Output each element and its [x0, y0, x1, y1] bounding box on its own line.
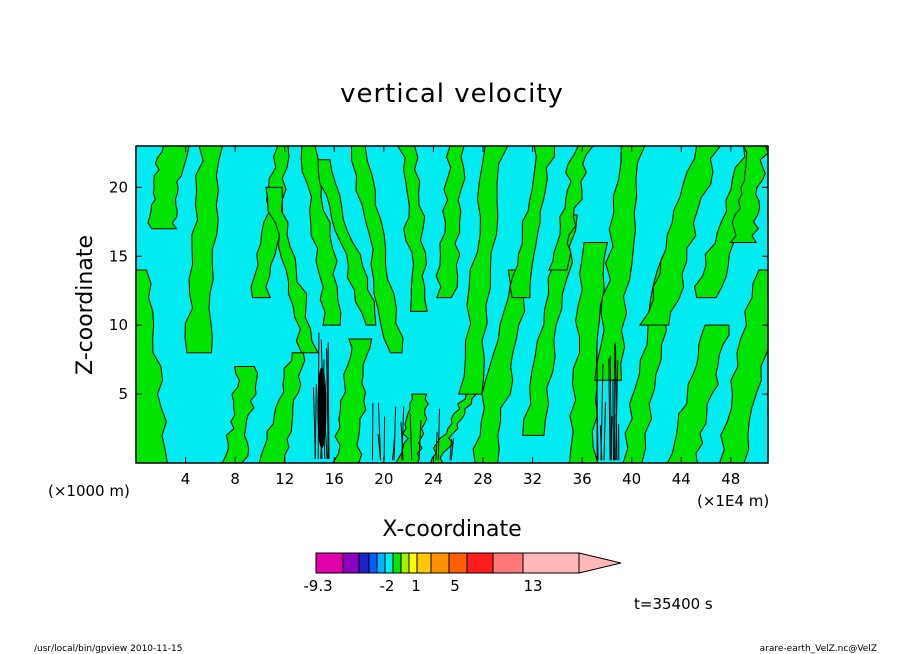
- x-scale-label: (×1E4 m): [697, 492, 769, 510]
- colorbar-extend-arrow: [578, 552, 622, 574]
- colorbar-swatch: [376, 552, 386, 574]
- y-tick-label: 10: [109, 316, 128, 334]
- positive-contour-region: [136, 269, 168, 463]
- positive-contour-region: [300, 146, 342, 326]
- colorbar-swatch: [384, 552, 394, 574]
- y-tick-label: 15: [109, 247, 128, 265]
- y-axis: 5 10 15 20: [109, 178, 768, 403]
- cell-contour: [314, 383, 317, 459]
- positive-contour-region: [729, 146, 768, 243]
- cell-contour: [596, 381, 599, 461]
- colorbar-swatch: [315, 552, 344, 574]
- colorbar-swatch: [430, 552, 450, 574]
- y-tick-label: 20: [109, 178, 128, 196]
- cell-contour: [613, 413, 616, 461]
- cell-contour: [450, 437, 454, 461]
- cell-contour: [377, 402, 382, 461]
- colorbar-label: -9.3: [303, 577, 332, 595]
- x-tick-label: 16: [325, 470, 344, 488]
- positive-contour-region: [569, 241, 609, 463]
- positive-contour-region: [221, 366, 258, 463]
- x-tick-label: 4: [181, 470, 191, 488]
- cell-contour: [608, 358, 611, 461]
- cell-contour: [409, 413, 413, 461]
- positive-contour-region: [265, 186, 319, 354]
- colorbar-swatch: [408, 552, 418, 574]
- x-tick-label: 48: [721, 470, 740, 488]
- colorbar-swatch: [392, 552, 402, 574]
- positive-contour-region: [147, 146, 190, 230]
- colorbar-swatch: [358, 552, 370, 574]
- colorbar-swatch: [416, 552, 432, 574]
- positive-contour-region: [638, 146, 722, 326]
- cell-contour: [449, 438, 453, 461]
- cell-contour: [610, 416, 613, 461]
- colorbar-labels: -9.3 -2 1 5 13: [303, 577, 542, 595]
- positive-contour-region: [397, 146, 428, 312]
- cell-contour: [603, 402, 606, 461]
- x-tick-label: 8: [230, 470, 240, 488]
- positive-contour-region: [317, 159, 377, 326]
- colorbar-label: 1: [411, 577, 421, 595]
- cell-contour: [392, 435, 396, 461]
- colorbar-swatch: [342, 552, 360, 574]
- x-tick-label: 36: [573, 470, 592, 488]
- footer-left: /usr/local/bin/gpview 2010-11-15: [34, 644, 182, 654]
- chart-title: vertical velocity: [340, 79, 564, 109]
- colorbar-label: -2: [380, 577, 395, 595]
- y-axis-label: Z-coordinate: [73, 235, 98, 375]
- x-tick-label: 32: [523, 470, 542, 488]
- positive-contour-region: [332, 338, 373, 463]
- x-tick-label: 24: [424, 470, 443, 488]
- cell-contour: [400, 422, 404, 461]
- time-label: t=35400 s: [634, 595, 713, 613]
- colorbar-label: 13: [523, 577, 542, 595]
- colorbar: [315, 552, 622, 574]
- positive-contour-region: [458, 146, 509, 395]
- positive-contour-region: [250, 146, 290, 299]
- cell-contour: [393, 406, 397, 461]
- contour-field: [136, 146, 768, 463]
- cell-contour: [435, 431, 438, 461]
- x-tick-label: 12: [275, 470, 294, 488]
- y-tick-label: 5: [118, 385, 128, 403]
- cell-contour: [615, 344, 618, 461]
- x-tick-label: 28: [473, 470, 492, 488]
- colorbar-swatch: [492, 552, 524, 574]
- colorbar-swatch: [368, 552, 378, 574]
- cell-contour: [325, 348, 329, 459]
- colorbar-swatch: [400, 552, 410, 574]
- colorbar-swatch: [522, 552, 580, 574]
- x-tick-label: 44: [672, 470, 691, 488]
- updraft-core: [317, 367, 327, 449]
- colorbar-swatch: [448, 552, 468, 574]
- x-axis: 4 8 12 16 20 24 28 32 36 40 44 48: [181, 146, 740, 488]
- cell-contour: [600, 363, 604, 461]
- x-unit-label: (×1000 m): [48, 482, 130, 500]
- positive-contour-region: [718, 269, 768, 463]
- cell-contour: [418, 419, 422, 461]
- positive-contour-region: [509, 146, 556, 299]
- positive-contour-region: [594, 146, 646, 381]
- positive-contour-region: [435, 146, 466, 299]
- footer-right: arare-earth_VelZ.nc@VelZ: [760, 644, 877, 654]
- x-tick-label: 40: [622, 470, 641, 488]
- x-tick-label: 20: [374, 470, 393, 488]
- positive-contour-region: [184, 146, 224, 354]
- colorbar-swatch: [466, 552, 494, 574]
- positive-contour-region: [666, 324, 730, 463]
- x-axis-label: X-coordinate: [382, 517, 521, 542]
- positive-contour-region: [350, 146, 404, 354]
- colorbar-label: 5: [450, 577, 460, 595]
- positive-contour-region: [548, 146, 594, 271]
- cell-contour: [437, 408, 441, 461]
- plot-frame: [135, 145, 769, 464]
